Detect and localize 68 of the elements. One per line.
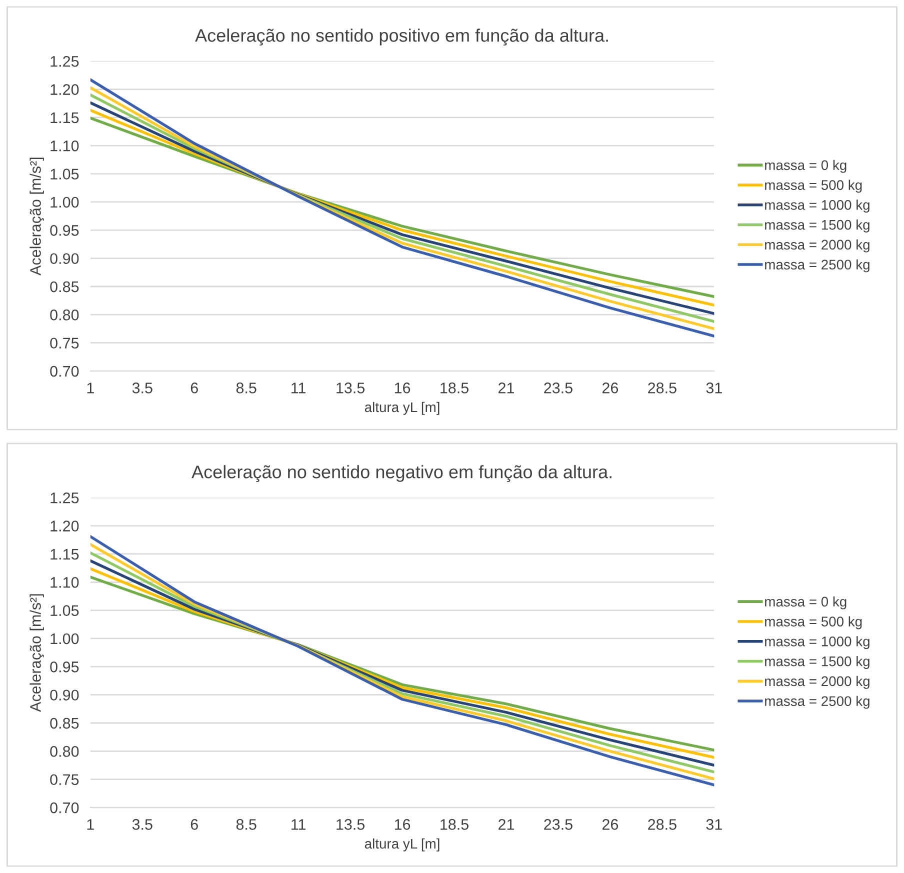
x-tick-label: 3.5 <box>132 819 152 830</box>
legend-label: massa = 1500 kg <box>765 220 870 232</box>
y-tick-label: 0.95 <box>50 225 79 236</box>
x-tick-label: 21 <box>498 819 514 830</box>
x-tick-label: 31 <box>706 819 722 830</box>
y-tick-label: 0.85 <box>50 281 79 292</box>
legend-label: massa = 2500 kg <box>765 259 870 272</box>
x-tick-label: 23.5 <box>544 819 572 830</box>
x-tick-label: 23.5 <box>544 382 572 394</box>
x-tick-label: 18.5 <box>440 382 468 394</box>
y-tick-label: 0.75 <box>50 338 79 349</box>
y-tick-label: 0.80 <box>50 310 79 320</box>
x-tick-label: 28.5 <box>648 819 676 830</box>
x-tick-label: 6 <box>190 382 198 394</box>
chart-title: Aceleração no sentido negativo em função da altura. <box>192 465 612 482</box>
x-axis-title: altura yL [m] <box>364 402 440 415</box>
legend-label: massa = 500 kg <box>765 616 862 630</box>
x-tick-label: 8.5 <box>236 819 256 830</box>
y-tick-label: 1.00 <box>50 633 79 644</box>
legend-label: massa = 1000 kg <box>765 636 870 650</box>
x-tick-label: 3.5 <box>132 382 152 394</box>
y-tick-label: 1.10 <box>50 140 79 152</box>
y-tick-label: 0.85 <box>50 718 79 729</box>
y-axis-title: Aceleração [m/s²] <box>30 594 44 712</box>
y-tick-label: 0.95 <box>50 662 79 672</box>
y-axis-title: Aceleração [m/s²] <box>30 158 44 276</box>
y-tick-label: 0.70 <box>50 802 79 814</box>
legend-label: massa = 1500 kg <box>765 656 870 669</box>
y-tick-label: 0.80 <box>50 746 79 757</box>
x-tick-label: 18.5 <box>440 819 468 830</box>
y-tick-label: 1.10 <box>50 577 79 588</box>
legend-label: massa = 0 kg <box>765 596 846 610</box>
y-tick-label: 1.15 <box>50 112 79 124</box>
y-tick-label: 1.05 <box>50 605 79 616</box>
x-tick-label: 6 <box>190 819 198 830</box>
y-tick-label: 1.25 <box>50 492 79 504</box>
y-tick-label: 1.05 <box>50 168 79 180</box>
x-tick-label: 1 <box>87 819 94 830</box>
x-tick-label: 1 <box>87 382 94 394</box>
y-tick-label: 1.15 <box>50 548 79 560</box>
legend-label: massa = 2000 kg <box>765 239 870 252</box>
x-tick-label: 8.5 <box>236 382 256 394</box>
y-tick-label: 0.70 <box>50 366 79 377</box>
x-tick-label: 31 <box>706 382 722 394</box>
y-tick-label: 1.25 <box>50 56 79 67</box>
x-tick-label: 16 <box>394 382 410 394</box>
y-tick-label: 0.90 <box>50 253 79 264</box>
x-tick-label: 13.5 <box>336 382 365 394</box>
y-tick-label: 1.00 <box>50 196 79 208</box>
chart-title: Aceleração no sentido positivo em função da altura. <box>195 28 608 46</box>
x-tick-label: 13.5 <box>336 819 365 830</box>
x-tick-label: 11 <box>292 819 306 830</box>
x-axis-title: altura yL [m] <box>364 838 440 852</box>
y-tick-label: 0.90 <box>50 690 79 701</box>
legend-label: massa = 500 kg <box>765 180 862 193</box>
x-tick-label: 21 <box>498 382 514 394</box>
x-tick-label: 28.5 <box>648 382 676 394</box>
x-tick-label: 26 <box>602 819 618 830</box>
x-tick-label: 26 <box>602 382 618 394</box>
y-tick-label: 0.75 <box>50 774 79 786</box>
x-tick-label: 11 <box>292 382 306 394</box>
legend-label: massa = 2000 kg <box>765 676 870 689</box>
y-tick-label: 1.20 <box>50 520 79 532</box>
x-tick-label: 16 <box>394 819 410 830</box>
legend-label: massa = 0 kg <box>765 160 846 173</box>
legend-label: massa = 2500 kg <box>765 696 870 709</box>
y-tick-label: 1.20 <box>50 84 79 95</box>
legend-label: massa = 1000 kg <box>765 200 870 213</box>
